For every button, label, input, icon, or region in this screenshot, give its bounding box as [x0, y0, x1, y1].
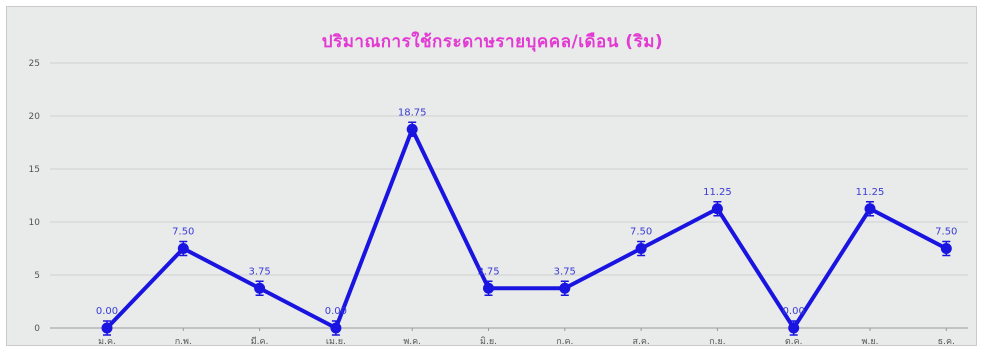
- data-label: 3.75: [554, 266, 576, 277]
- data-point: [483, 282, 494, 294]
- data-point: [330, 322, 342, 334]
- x-tick-label: ต.ค.: [785, 337, 803, 347]
- y-tick-label: 10: [29, 218, 41, 228]
- data-point: [406, 123, 418, 135]
- data-point: [788, 322, 800, 334]
- data-label: 7.50: [935, 227, 957, 238]
- x-tick-label: พ.ค.: [403, 337, 421, 347]
- data-label: 0.00: [325, 306, 347, 317]
- chart-title: ปริมาณการใช้กระดาษรายบุคคล/เดือน (ริม): [321, 32, 664, 52]
- data-point: [711, 203, 723, 215]
- x-tick-label: ม.ค.: [98, 337, 116, 347]
- data-label: 3.75: [248, 266, 270, 277]
- data-label: 18.75: [398, 107, 427, 118]
- x-tick-label: ก.พ.: [175, 337, 192, 347]
- x-tick-label: ส.ค.: [632, 337, 649, 347]
- series-line: [105, 127, 949, 330]
- data-label: 3.75: [477, 266, 499, 277]
- data-label: 11.25: [856, 187, 885, 198]
- data-point: [101, 322, 113, 334]
- data-label: 7.50: [630, 227, 652, 238]
- data-point: [940, 243, 952, 254]
- y-tick-label: 20: [29, 112, 41, 122]
- data-point: [559, 282, 571, 294]
- data-point: [254, 282, 266, 294]
- data-label: 7.50: [172, 227, 194, 238]
- data-label: 11.25: [703, 187, 732, 198]
- data-point: [635, 243, 647, 254]
- x-tick-label: ก.ค.: [556, 337, 573, 347]
- x-tick-label: เม.ย.: [326, 337, 346, 347]
- gridlines: [50, 62, 968, 329]
- y-tick-label: 5: [34, 271, 40, 281]
- data-label: 0.00: [96, 306, 118, 317]
- y-tick-label: 25: [29, 59, 40, 69]
- data-label: 0.00: [783, 306, 805, 317]
- y-tick-label: 15: [29, 165, 40, 175]
- data-point: [177, 243, 189, 254]
- x-axis-ticks: ม.ค. ก.พ. มี.ค. เม.ย. พ.ค. มิ.ย. ก.ค. ส.ค. ก.ย. ต…: [98, 328, 955, 347]
- x-tick-label: มี.ค.: [251, 336, 269, 347]
- data-point: [864, 203, 876, 215]
- y-tick-label: 0: [34, 324, 40, 334]
- x-tick-label: ก.ย.: [709, 337, 725, 347]
- x-tick-label: พ.ย.: [862, 337, 879, 347]
- x-tick-label: มิ.ย.: [480, 336, 497, 347]
- x-tick-label: ธ.ค.: [938, 337, 955, 347]
- series-layer: 0.00 7.50 3.75 0.00 18.75 3.75 3.75 7.50 11.25 0.…: [96, 107, 957, 336]
- y-axis-ticks: 0 5 10 15 20 25: [29, 59, 41, 334]
